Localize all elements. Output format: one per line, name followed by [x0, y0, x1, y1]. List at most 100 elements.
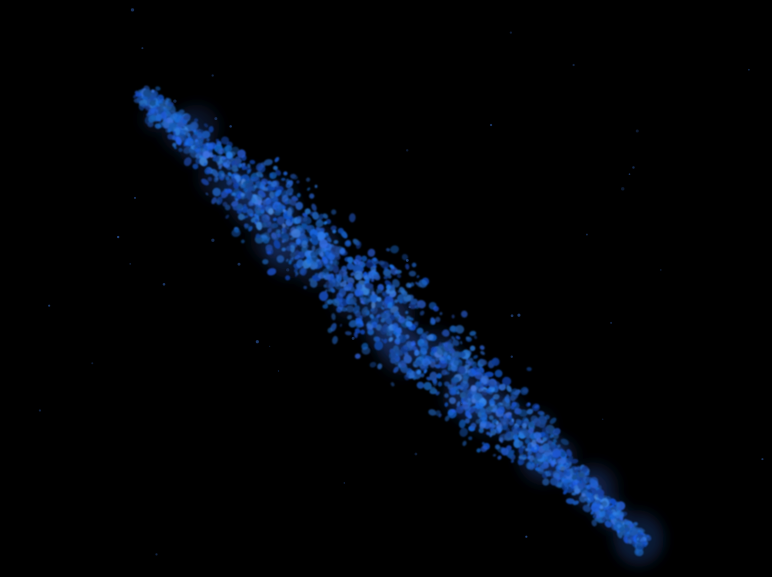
nucleus — [448, 397, 457, 405]
nucleus — [438, 413, 442, 418]
nucleus — [376, 288, 383, 294]
speck — [211, 238, 215, 242]
nucleus — [281, 205, 286, 210]
nucleus — [410, 340, 416, 347]
nucleus — [142, 89, 152, 97]
nucleus — [444, 415, 450, 422]
speck — [129, 263, 132, 265]
nucleus — [358, 290, 364, 296]
nucleus — [469, 330, 477, 336]
nucleus — [534, 446, 537, 450]
nucleus — [215, 138, 220, 143]
nucleus — [566, 487, 575, 493]
speck — [405, 259, 409, 262]
nucleus — [353, 259, 360, 265]
nucleus — [396, 274, 402, 278]
nucleus — [165, 111, 172, 117]
nucleus — [542, 437, 547, 442]
nucleus — [346, 314, 353, 320]
nucleus — [481, 417, 488, 424]
nucleus — [314, 272, 319, 276]
speck — [621, 187, 625, 191]
nucleus — [553, 458, 557, 462]
nucleus — [591, 519, 597, 527]
nucleus — [261, 178, 269, 185]
nucleus — [385, 284, 391, 290]
nucleus — [310, 234, 319, 242]
speck — [510, 355, 513, 358]
nucleus — [506, 385, 512, 393]
nucleus — [330, 225, 337, 231]
nucleus — [266, 251, 272, 255]
nucleus — [450, 325, 456, 332]
nucleus — [189, 121, 199, 131]
nucleus — [231, 228, 241, 237]
nucleus — [405, 373, 410, 378]
nucleus — [415, 359, 422, 366]
nucleus — [225, 151, 233, 159]
nucleus — [433, 305, 439, 312]
nucleus — [601, 517, 607, 522]
nucleus — [516, 427, 521, 432]
nucleus — [203, 162, 208, 166]
nucleus — [601, 500, 608, 507]
nucleus — [388, 336, 394, 342]
nucleus — [587, 495, 592, 500]
nucleus — [462, 372, 470, 380]
nucleus — [474, 402, 485, 409]
nucleus — [281, 177, 286, 181]
nucleus — [352, 305, 360, 314]
nucleus — [505, 394, 510, 399]
speck — [268, 345, 271, 348]
nucleus — [275, 169, 282, 176]
nucleus — [486, 388, 492, 394]
nucleus — [306, 177, 311, 182]
nucleus — [183, 129, 187, 133]
nucleus — [619, 514, 624, 521]
nucleus — [555, 465, 561, 472]
nucleus — [529, 421, 535, 427]
nucleus — [294, 255, 301, 260]
nucleus — [296, 180, 300, 184]
nucleus — [416, 327, 424, 335]
nucleus — [224, 145, 232, 153]
nucleus — [354, 353, 361, 359]
nucleus — [256, 193, 263, 201]
nucleus — [376, 296, 382, 302]
nucleus — [502, 414, 507, 419]
nucleus — [430, 386, 437, 393]
nucleus — [392, 279, 400, 288]
nucleus — [371, 257, 379, 265]
nucleus — [244, 225, 249, 230]
nucleus — [306, 225, 312, 231]
nucleus — [527, 449, 533, 456]
nucleus — [552, 450, 562, 459]
nucleus — [178, 147, 183, 153]
nucleus — [494, 369, 503, 378]
nucleus — [201, 178, 209, 186]
nucleus — [356, 323, 362, 329]
nucleus — [372, 272, 377, 276]
nucleus — [381, 291, 389, 298]
nucleus — [353, 270, 364, 281]
nucleus — [526, 408, 534, 415]
nucleus — [193, 118, 199, 123]
nucleus — [471, 398, 476, 404]
nucleus — [311, 245, 316, 252]
nucleus — [499, 402, 503, 406]
nucleus — [419, 310, 425, 316]
nucleus — [405, 263, 410, 270]
speck — [48, 304, 51, 307]
nucleus — [203, 123, 209, 128]
nucleus — [296, 192, 301, 198]
nucleus — [384, 280, 392, 287]
nucleus — [245, 182, 255, 192]
nucleus — [288, 259, 292, 265]
speck — [628, 173, 631, 175]
nucleus — [206, 168, 212, 174]
nucleus — [289, 251, 296, 258]
nucleus — [301, 246, 308, 253]
nucleus — [556, 457, 567, 465]
speck — [237, 262, 241, 266]
nucleus — [274, 204, 278, 209]
